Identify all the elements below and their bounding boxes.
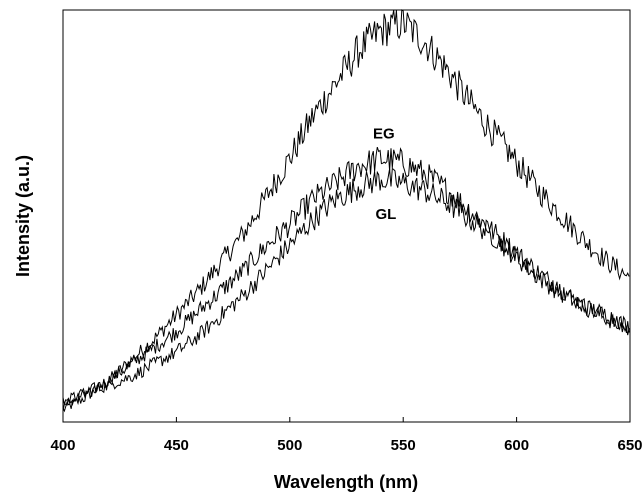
series-line-gl [62,167,630,406]
x-tick-label: 550 [391,437,416,454]
series-layer [62,9,630,413]
series-label-gl: GL [375,206,396,223]
series-line-egme [62,9,630,413]
x-tick-label: 400 [50,437,75,454]
series-label-layer: EGMEEGGL [373,125,396,223]
x-axis-ticks: 400 450 500 550 600 650 [50,417,642,454]
x-tick-label: 650 [617,437,642,454]
series-line-eg [62,146,630,411]
x-tick-label: 500 [277,437,302,454]
x-tick-label: 450 [164,437,189,454]
x-tick-label: 600 [504,437,529,454]
series-label-eg: EG [373,125,395,142]
plot-frame [62,9,631,423]
x-axis-title: Wavelength (nm) [274,472,418,492]
y-axis-title: Intensity (a.u.) [13,155,33,277]
